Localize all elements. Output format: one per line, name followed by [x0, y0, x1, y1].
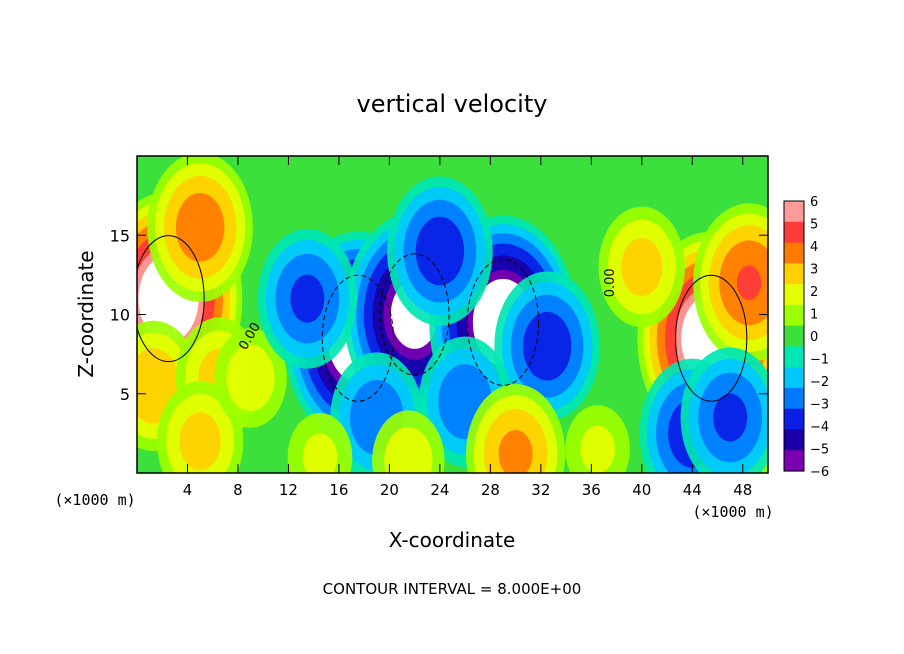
colorbar-tick-label: −5 — [810, 443, 829, 458]
colorbar-tick-label: 5 — [810, 218, 818, 233]
x-tick-label: 4 — [183, 481, 193, 499]
colorbar-tick-label: −1 — [810, 353, 829, 368]
velocity-cell — [494, 271, 600, 421]
velocity-cell — [680, 347, 768, 473]
colorbar-tick-label: 2 — [810, 285, 818, 300]
contour-line — [466, 258, 540, 386]
colorbar-swatch — [784, 221, 804, 244]
colorbar-swatch — [784, 242, 804, 264]
velocity-cell — [466, 384, 566, 473]
x-tick-label: 40 — [632, 481, 651, 499]
contour-line — [675, 274, 748, 402]
velocity-cell — [387, 176, 493, 326]
x-tick-label: 8 — [233, 481, 243, 499]
colorbar-tick-label: 4 — [810, 240, 818, 255]
colorbar-tick-label: 6 — [810, 195, 818, 210]
x-tick-label: 20 — [380, 481, 399, 499]
colorbar-swatch — [784, 325, 804, 347]
contour-line — [137, 235, 205, 363]
colorbar-tick-label: −3 — [810, 398, 829, 413]
colorbar-swatch — [784, 346, 804, 368]
x-tick-label: 44 — [683, 481, 702, 499]
colorbar-swatch — [784, 304, 804, 327]
y-tick-label: 15 — [110, 226, 130, 245]
colorbar-swatch — [784, 284, 804, 306]
colorbar-tick-label: −2 — [810, 375, 829, 390]
x-unit-right: (×1000 m) — [692, 503, 773, 521]
colorbar-swatch — [784, 408, 804, 431]
x-unit-left: (×1000 m) — [54, 491, 135, 509]
velocity-cell — [565, 405, 630, 473]
colorbar-tick-label: 3 — [810, 263, 818, 278]
x-tick-label: 36 — [582, 481, 601, 499]
x-axis: 4 8 12 16 20 24 28 32 36 40 44 48 — [183, 156, 752, 499]
velocity-cell — [287, 412, 353, 473]
x-tick-label: 12 — [279, 481, 298, 499]
velocity-cell — [693, 203, 768, 363]
velocity-cell — [372, 410, 445, 473]
colorbar-swatch — [784, 450, 804, 472]
velocity-cell — [598, 206, 685, 328]
colorbar-swatch — [784, 367, 804, 389]
y-tick-label: 5 — [120, 385, 130, 404]
contour-line — [379, 253, 450, 376]
colorbar: 6 5 4 3 2 1 0 −1 −2 −3 −4 −5 −6 — [783, 195, 829, 480]
velocity-cell — [147, 156, 253, 303]
y-axis: 5 10 15 — [110, 226, 768, 404]
contour-interval-note: CONTOUR INTERVAL = 8.000E+00 — [323, 580, 582, 598]
velocity-cell — [214, 328, 287, 428]
contour-label: 0.00 — [603, 268, 618, 297]
velocity-cell — [257, 228, 357, 369]
x-tick-label: 32 — [531, 481, 550, 499]
colorbar-swatch — [784, 201, 804, 223]
y-tick-label: 10 — [110, 306, 130, 325]
colorbar-frame — [783, 200, 805, 472]
colorbar-tick-label: 0 — [810, 330, 818, 345]
velocity-field — [137, 156, 768, 473]
x-tick-label: 16 — [329, 481, 348, 499]
x-axis-label: X-coordinate — [389, 528, 516, 552]
colorbar-tick-label: −4 — [810, 420, 829, 435]
colorbar-tick-label: −6 — [810, 465, 829, 480]
colorbar-swatch — [784, 263, 804, 285]
contour-line — [321, 274, 394, 402]
chart-title: vertical velocity — [357, 90, 548, 118]
colorbar-tick-label: 1 — [810, 308, 818, 323]
x-tick-label: 28 — [481, 481, 500, 499]
colorbar-swatch — [784, 387, 804, 410]
colorbar-swatch — [784, 429, 804, 451]
x-tick-label: 24 — [430, 481, 449, 499]
x-tick-label: 48 — [733, 481, 752, 499]
y-axis-label: Z-coordinate — [74, 250, 98, 377]
